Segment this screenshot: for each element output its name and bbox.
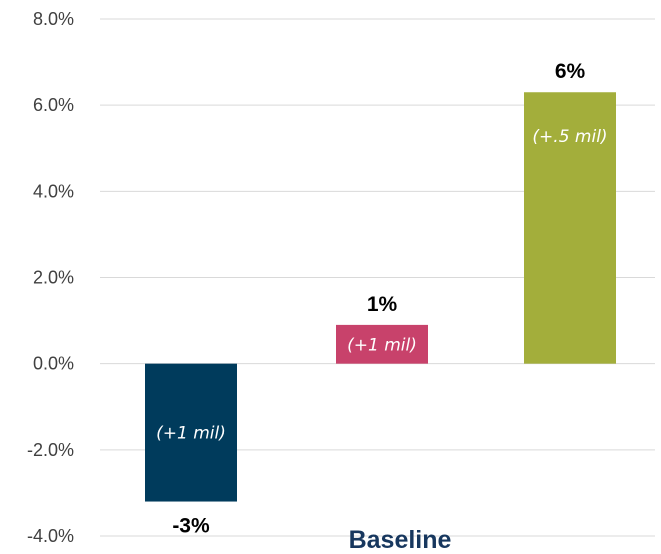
value-label-3: 6%	[555, 60, 586, 83]
y-tick-label: -2.0%	[27, 440, 74, 460]
y-tick-label: 4.0%	[33, 181, 74, 201]
note-label-2: (+1 mil)	[347, 335, 417, 355]
y-tick-label: 2.0%	[33, 268, 74, 288]
value-label-1: -3%	[172, 515, 210, 538]
note-label-1: (+1 mil)	[156, 424, 226, 444]
y-axis-tick-labels: -4.0% -2.0% 0.0% 2.0% 4.0% 6.0% 8.0%	[27, 9, 74, 546]
category-label: Baseline	[349, 526, 452, 554]
value-label-2: 1%	[367, 293, 398, 316]
y-tick-label: -4.0%	[27, 526, 74, 546]
y-tick-label: 6.0%	[33, 95, 74, 115]
y-tick-label: 8.0%	[33, 9, 74, 29]
y-tick-label: 0.0%	[33, 354, 74, 374]
note-label-3: (+.5 mil)	[532, 127, 607, 147]
